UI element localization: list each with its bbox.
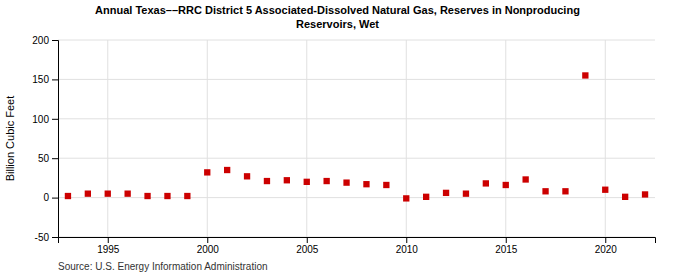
grid-line <box>58 79 655 80</box>
point <box>124 190 130 196</box>
grid-line <box>107 40 108 237</box>
point <box>144 193 150 199</box>
tick-mark <box>52 198 58 199</box>
points <box>65 72 648 201</box>
x-axis: 1995 2000 2005 2010 2015 2020 <box>59 237 656 255</box>
tick-mark <box>52 119 58 120</box>
grid-line <box>58 40 655 41</box>
y-axis: -50 0 50 100 150 200 <box>32 35 58 243</box>
point <box>463 190 469 196</box>
source: Source: U.S. Energy Information Administ… <box>58 261 268 272</box>
axis-line <box>59 238 656 244</box>
point <box>65 193 71 199</box>
point <box>522 176 528 182</box>
point <box>224 167 230 173</box>
grid-line <box>505 40 506 237</box>
tick: 2000 <box>197 237 220 255</box>
tick: 1995 <box>97 237 120 255</box>
point <box>343 179 349 185</box>
tick-label: 2020 <box>595 244 618 255</box>
grid-line <box>406 40 407 237</box>
tick-mark <box>406 237 407 243</box>
grid <box>58 40 655 237</box>
tick-mark <box>605 237 606 243</box>
chart: Annual Texas––RRC District 5 Associated-… <box>0 0 675 275</box>
tick-label: 200 <box>32 35 49 46</box>
point <box>622 194 628 200</box>
plot: 1995 2000 2005 2010 2015 2020 -50 0 50 100 150 200 <box>32 35 655 255</box>
point <box>184 193 190 199</box>
tick: 150 <box>32 74 58 85</box>
point <box>602 187 608 193</box>
title: Annual Texas––RRC District 5 Associated-… <box>95 4 580 30</box>
tick-mark <box>307 237 308 243</box>
axis-line <box>52 41 59 238</box>
tick-mark <box>108 237 109 243</box>
point <box>642 191 648 197</box>
point <box>105 190 111 196</box>
tick: 100 <box>32 114 58 125</box>
tick: 2020 <box>595 237 618 255</box>
tick: 2015 <box>495 237 518 255</box>
point <box>423 194 429 200</box>
point <box>383 182 389 188</box>
tick-label: 1995 <box>97 244 120 255</box>
tick: 0 <box>43 192 58 203</box>
tick-label: 2015 <box>495 244 518 255</box>
tick-label: -50 <box>35 232 50 243</box>
point <box>503 182 509 188</box>
point <box>443 190 449 196</box>
point <box>363 181 369 187</box>
tick: 50 <box>38 153 58 164</box>
tick-mark <box>52 237 58 238</box>
point <box>304 179 310 185</box>
tick-label: 2005 <box>296 244 319 255</box>
tick-label: 2000 <box>197 244 220 255</box>
point <box>403 195 409 201</box>
tick-mark <box>207 237 208 243</box>
point <box>323 178 329 184</box>
tick: 200 <box>32 35 58 46</box>
tick-mark <box>506 237 507 243</box>
point <box>284 177 290 183</box>
point <box>562 188 568 194</box>
tick: 2010 <box>396 237 419 255</box>
y-axis-label: Billion Cubic Feet <box>4 96 16 182</box>
tick-label: 100 <box>32 114 49 125</box>
point <box>204 169 210 175</box>
tick-mark <box>52 40 58 41</box>
grid-line <box>306 40 307 237</box>
point <box>264 178 270 184</box>
tick-label: 150 <box>32 74 49 85</box>
point <box>483 180 489 186</box>
point <box>582 72 588 78</box>
tick-mark <box>52 79 58 80</box>
tick-label: 2010 <box>396 244 419 255</box>
tick-label: 0 <box>43 192 49 203</box>
tick-mark <box>52 158 58 159</box>
tick: 2005 <box>296 237 319 255</box>
tick-label: 50 <box>38 153 50 164</box>
grid-line <box>58 158 655 159</box>
grid-line <box>605 40 606 237</box>
grid-line <box>207 40 208 237</box>
point <box>244 173 250 179</box>
point <box>164 193 170 199</box>
point <box>85 190 91 196</box>
tick: -50 <box>35 232 58 243</box>
grid-line <box>58 118 655 119</box>
point <box>542 188 548 194</box>
